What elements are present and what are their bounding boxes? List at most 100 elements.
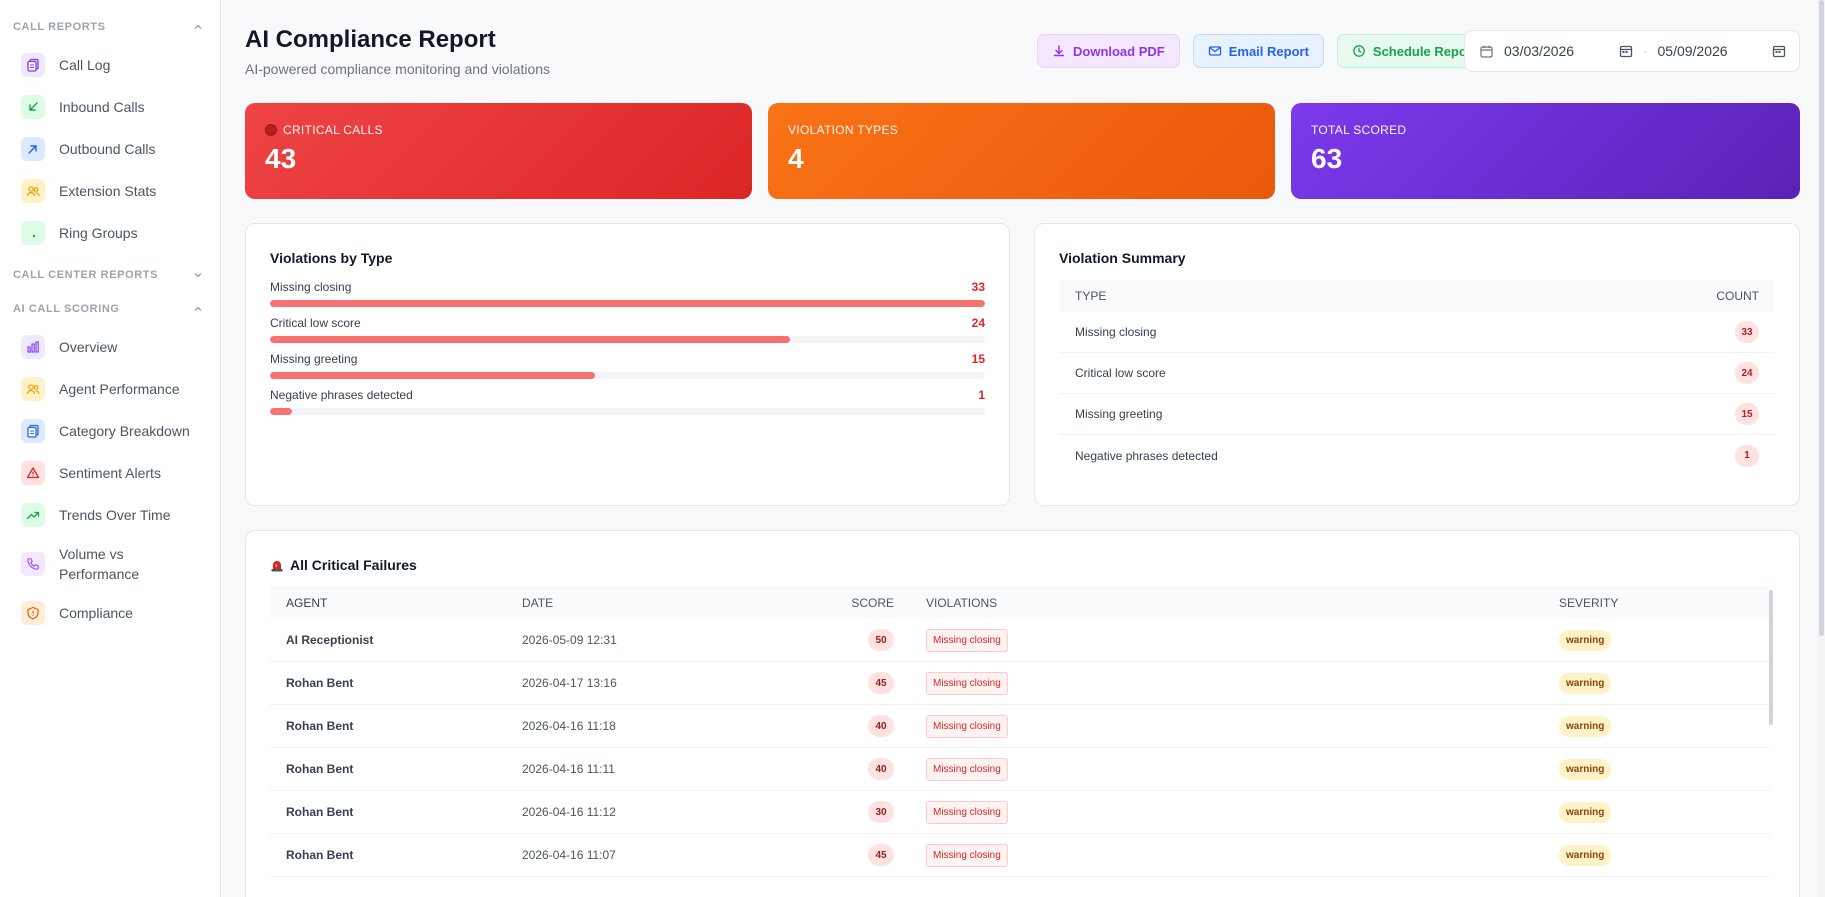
chevron-up-icon: [192, 21, 204, 33]
violation-count: 15: [971, 352, 985, 366]
agent-name: Rohan Bent: [286, 762, 354, 776]
sidebar-item-overview[interactable]: Overview: [0, 326, 220, 368]
bar-chart-icon: [21, 335, 45, 359]
date-to-input[interactable]: 05/09/2026: [1657, 43, 1728, 59]
violation-tag: Missing closing: [926, 843, 1008, 867]
violation-type: Critical low score: [1075, 366, 1166, 380]
violation-bar-fill: [270, 408, 292, 415]
sidebar-item-outbound-calls[interactable]: Outbound Calls: [0, 128, 220, 170]
sidebar-item-label: Category Breakdown: [59, 423, 190, 439]
date-from-input[interactable]: 03/03/2026: [1504, 43, 1575, 59]
severity-badge: warning: [1559, 844, 1612, 866]
table-row[interactable]: Rohan Bent 2026-04-16 11:18 40 Missing clos…: [270, 705, 1770, 748]
column-header-violations[interactable]: VIOLATIONS: [926, 595, 998, 610]
mail-icon: [1208, 44, 1222, 58]
call-date: 2026-04-17 13:16: [522, 676, 617, 690]
stat-label: TOTAL SCORED: [1311, 123, 1407, 137]
count-badge: 15: [1735, 403, 1759, 425]
violation-type: Missing greeting: [1075, 407, 1163, 421]
calendar-picker-icon[interactable]: [1772, 44, 1787, 59]
count-badge: 24: [1735, 362, 1759, 384]
sidebar-item-extension-stats[interactable]: Extension Stats: [0, 170, 220, 212]
column-header-type: TYPE: [1075, 289, 1107, 303]
call-date: 2026-04-16 11:12: [522, 805, 616, 819]
sidebar-item-sentiment-alerts[interactable]: Sentiment Alerts: [0, 452, 220, 494]
violation-tag: Missing closing: [926, 757, 1008, 781]
shield-icon: [21, 601, 45, 625]
calendar-picker-icon[interactable]: [1619, 44, 1634, 59]
stat-value: 43: [265, 143, 297, 174]
violation-bar-fill: [270, 300, 985, 307]
arrow-down-left-icon: [21, 95, 45, 119]
score-badge: 40: [868, 715, 894, 737]
violation-tag: Missing closing: [926, 628, 1008, 652]
table-row[interactable]: Rohan Bent 2026-04-16 11:12 30 Missing clos…: [270, 791, 1770, 834]
report-actions: Download PDF Email Report Schedule Repor…: [1037, 34, 1492, 68]
table-scrollbar[interactable]: [1769, 590, 1773, 725]
stat-cards: CRITICAL CALLS 43 VIOLATION TYPES 4 TOTA…: [245, 103, 1800, 199]
column-header-agent[interactable]: AGENT: [286, 595, 328, 610]
page-scrollbar[interactable]: [1818, 0, 1825, 897]
sidebar-item-compliance[interactable]: Compliance: [0, 592, 220, 634]
download-pdf-label: Download PDF: [1073, 43, 1165, 59]
download-pdf-button[interactable]: Download PDF: [1037, 34, 1180, 68]
panel-title: Violations by Type: [270, 250, 393, 266]
sidebar-item-call-log[interactable]: Call Log: [0, 44, 220, 86]
stat-label: VIOLATION TYPES: [788, 123, 899, 137]
sidebar-item-volume-vs-performance[interactable]: Volume vs Performance: [0, 536, 220, 592]
column-header-score[interactable]: SCORE: [851, 595, 894, 610]
violation-tag: Missing closing: [926, 800, 1008, 824]
violation-bar-row: Critical low score 24: [270, 316, 985, 343]
critical-failures-panel: All Critical Failures AGENT DATE SCORE V…: [245, 530, 1800, 897]
panel-title: All Critical Failures: [290, 557, 417, 573]
column-header-date[interactable]: DATE: [522, 595, 554, 610]
score-badge: 45: [868, 844, 894, 866]
document-copy-icon: [21, 53, 45, 77]
dot-icon: [21, 221, 45, 245]
panel-title: Violation Summary: [1059, 250, 1186, 266]
violation-bar-row: Missing closing 33: [270, 280, 985, 307]
calendar-icon: [1479, 44, 1494, 59]
page-scrollbar-thumb[interactable]: [1819, 0, 1824, 636]
table-header: AGENT DATE SCORE VIOLATIONS SEVERITY: [270, 586, 1770, 619]
sidebar-item-inbound-calls[interactable]: Inbound Calls: [0, 86, 220, 128]
chevron-up-icon: [192, 303, 204, 315]
violation-bar-track: [270, 336, 985, 343]
table-row[interactable]: Rohan Bent 2026-04-16 11:11 40 Missing clos…: [270, 748, 1770, 791]
violation-type: Missing closing: [1075, 325, 1157, 339]
sidebar-item-agent-performance[interactable]: Agent Performance: [0, 368, 220, 410]
violation-bar-fill: [270, 372, 595, 379]
violations-by-type-panel: Violations by Type Missing closing 33 Crit…: [245, 223, 1010, 506]
severity-badge: warning: [1559, 715, 1612, 737]
violation-type-label: Negative phrases detected: [270, 388, 413, 402]
table-row[interactable]: AI Receptionist 2026-05-09 12:31 50 Missing…: [270, 619, 1770, 662]
sidebar-item-label: Extension Stats: [59, 183, 157, 199]
table-row: Missing closing 33: [1059, 312, 1775, 353]
table-row[interactable]: Rohan Bent 2026-04-16 11:07 45 Missing clos…: [270, 834, 1770, 877]
sidebar-item-trends-over-time[interactable]: Trends Over Time: [0, 494, 220, 536]
column-header-severity[interactable]: SEVERITY: [1559, 595, 1619, 610]
section-title: CALL CENTER REPORTS: [13, 269, 159, 281]
table-row[interactable]: Rohan Bent 2026-04-17 13:16 45 Missing clos…: [270, 662, 1770, 705]
email-report-label: Email Report: [1228, 43, 1309, 59]
sidebar-item-label: Inbound Calls: [59, 99, 145, 115]
severity-badge: warning: [1559, 801, 1612, 823]
email-report-button[interactable]: Email Report: [1192, 34, 1324, 68]
sidebar-item-category-breakdown[interactable]: Category Breakdown: [0, 410, 220, 452]
violation-bar-row: Missing greeting 15: [270, 352, 985, 379]
score-badge: 45: [868, 672, 894, 694]
sidebar-item-label: Compliance: [59, 605, 133, 621]
section-ai-call-scoring[interactable]: AI CALL SCORING: [0, 296, 220, 322]
section-call-reports[interactable]: CALL REPORTS: [0, 14, 220, 40]
arrow-up-right-icon: [21, 137, 45, 161]
call-date: 2026-04-16 11:18: [522, 719, 616, 733]
violation-bar-row: Negative phrases detected 1: [270, 388, 985, 415]
total-scored-card: TOTAL SCORED 63: [1291, 103, 1800, 199]
call-date: 2026-04-16 11:07: [522, 848, 616, 862]
critical-failures-table: AGENT DATE SCORE VIOLATIONS SEVERITY AI …: [270, 586, 1770, 877]
schedule-report-label: Schedule Report: [1372, 43, 1477, 59]
sidebar-item-ring-groups[interactable]: Ring Groups: [0, 212, 220, 254]
violation-count: 24: [971, 316, 985, 330]
sidebar-item-label: Overview: [59, 339, 118, 355]
section-call-center-reports[interactable]: CALL CENTER REPORTS: [0, 262, 220, 288]
